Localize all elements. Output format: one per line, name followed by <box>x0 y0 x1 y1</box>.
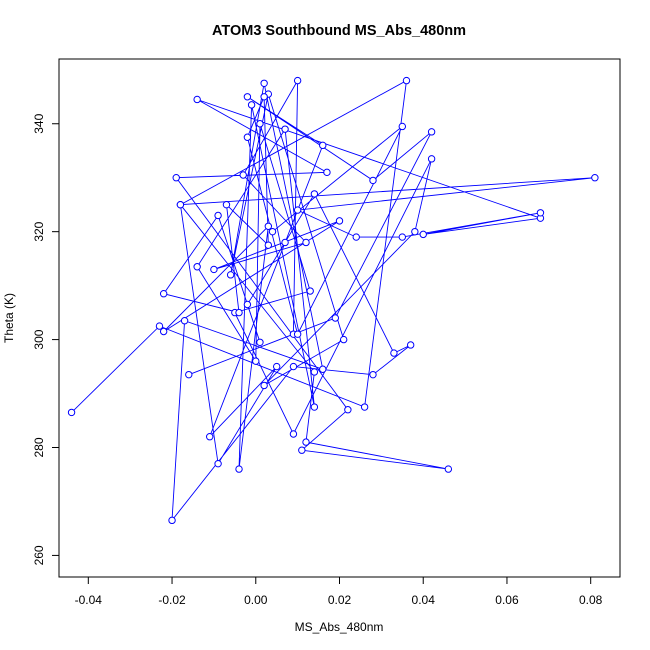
data-point <box>243 133 252 141</box>
data-point <box>176 200 185 209</box>
data-point <box>369 176 377 185</box>
data-point <box>293 76 302 85</box>
x-tick-label: 0.00 <box>244 593 268 607</box>
data-point <box>444 465 453 473</box>
data-point <box>427 128 436 136</box>
series-polyline <box>71 78 595 522</box>
data-point <box>302 438 310 446</box>
data-point <box>323 168 331 177</box>
data-point <box>289 362 298 371</box>
chart-title: ATOM3 Southbound MS_Abs_480nm <box>212 23 466 39</box>
data-point <box>226 271 235 279</box>
data-point <box>256 338 264 346</box>
data-point <box>172 174 180 182</box>
data-point <box>247 101 256 109</box>
x-axis: -0.04 -0.02 0.00 0.02 0.04 0.06 0.08 <box>75 576 603 607</box>
y-tick-label: 260 <box>32 545 46 565</box>
x-tick-label: -0.04 <box>75 593 103 607</box>
x-tick-label: 0.08 <box>579 593 603 607</box>
data-point <box>159 290 168 298</box>
data-point <box>159 327 168 336</box>
data-point <box>319 365 327 373</box>
data-point <box>260 79 268 87</box>
y-axis: 260 280 300 320 340 <box>32 113 60 565</box>
data-point <box>306 287 314 295</box>
data-point <box>339 335 348 344</box>
data-point <box>214 211 222 220</box>
data-point <box>293 330 302 338</box>
data-point <box>268 227 277 236</box>
data-point <box>360 403 369 411</box>
data-point <box>411 227 419 236</box>
data-point <box>243 300 252 309</box>
x-axis-label: MS_Abs_480nm <box>295 620 384 634</box>
data-point <box>402 76 411 85</box>
data-point <box>310 403 319 411</box>
data-point <box>398 122 406 131</box>
data-point <box>344 406 352 414</box>
data-point <box>591 174 599 182</box>
x-tick-label: 0.06 <box>495 593 519 607</box>
data-point <box>335 217 344 225</box>
data-point <box>235 465 243 473</box>
data-point <box>281 125 289 133</box>
plot-frame <box>58 58 621 578</box>
data-point <box>419 230 427 239</box>
data-point <box>273 362 281 371</box>
data-point <box>256 120 264 128</box>
data-point <box>155 322 164 330</box>
data-point <box>536 209 545 217</box>
data-point <box>331 314 340 322</box>
series-line <box>71 78 595 522</box>
y-tick-label: 280 <box>32 437 46 457</box>
data-point <box>185 370 193 379</box>
data-point <box>298 446 306 454</box>
data-point <box>319 141 327 150</box>
data-point <box>260 93 268 101</box>
data-point <box>427 155 436 163</box>
x-tick-label: 0.04 <box>412 593 436 607</box>
data-point <box>243 93 252 101</box>
data-point <box>293 206 302 214</box>
data-point <box>67 408 76 417</box>
data-point <box>193 95 201 104</box>
data-point <box>289 430 298 438</box>
data-point <box>369 370 377 379</box>
data-point <box>264 222 273 230</box>
data-point <box>214 459 222 468</box>
series-points <box>67 76 599 525</box>
data-point <box>390 349 398 357</box>
data-point <box>168 516 176 525</box>
data-point <box>260 381 268 390</box>
data-point <box>210 265 218 274</box>
data-point <box>352 233 360 241</box>
data-point <box>239 171 247 179</box>
x-tick-label: -0.02 <box>158 593 186 607</box>
data-point <box>193 263 201 271</box>
data-point <box>310 190 319 198</box>
y-tick-label: 320 <box>32 221 46 241</box>
data-point <box>235 308 243 317</box>
data-point <box>252 357 260 365</box>
data-point <box>264 241 273 249</box>
data-point <box>180 316 189 325</box>
y-axis-label: Theta (K) <box>2 293 16 343</box>
data-point <box>222 200 231 209</box>
data-point <box>310 368 319 376</box>
data-point <box>406 341 415 349</box>
y-tick-label: 300 <box>32 329 46 349</box>
x-tick-label: 0.02 <box>328 593 352 607</box>
y-tick-label: 340 <box>32 113 46 133</box>
data-point <box>302 238 310 247</box>
data-point <box>398 233 406 241</box>
data-point <box>281 238 289 247</box>
data-point <box>206 433 214 441</box>
